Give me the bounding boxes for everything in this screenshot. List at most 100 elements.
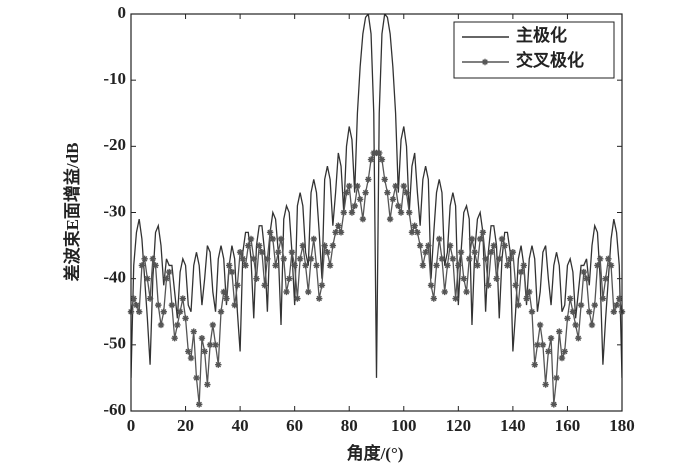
- x-tick-label: 120: [446, 416, 472, 435]
- marker: [195, 401, 203, 408]
- marker: [288, 249, 296, 256]
- marker: [337, 229, 345, 236]
- y-tick-label: -20: [103, 135, 126, 154]
- marker: [547, 335, 555, 342]
- marker: [561, 348, 568, 355]
- marker: [564, 315, 571, 322]
- marker: [201, 348, 208, 355]
- marker: [209, 321, 217, 329]
- marker: [329, 242, 337, 249]
- marker: [313, 262, 320, 269]
- marker: [381, 176, 388, 183]
- marker: [174, 321, 181, 329]
- x-tick-label: 80: [341, 416, 358, 435]
- marker: [496, 255, 503, 263]
- marker: [160, 308, 167, 315]
- marker: [406, 209, 413, 216]
- y-tick-label: -30: [103, 201, 126, 220]
- marker: [586, 308, 593, 315]
- marker: [223, 295, 230, 302]
- marker: [523, 295, 530, 302]
- marker: [321, 242, 328, 249]
- marker: [580, 268, 588, 276]
- marker: [460, 275, 467, 282]
- marker: [386, 215, 394, 223]
- marker: [534, 341, 541, 349]
- marker: [605, 255, 612, 263]
- legend-label: 主极化: [516, 25, 567, 45]
- marker: [275, 249, 282, 256]
- x-tick-label: 20: [177, 416, 194, 435]
- marker: [474, 262, 481, 269]
- y-tick-label: -10: [103, 69, 126, 88]
- marker: [135, 308, 143, 315]
- marker: [204, 381, 211, 388]
- legend-label: 交叉极化: [516, 50, 584, 70]
- marker: [596, 255, 604, 263]
- marker: [256, 242, 263, 249]
- marker: [286, 275, 293, 282]
- marker: [277, 235, 285, 243]
- marker: [509, 249, 517, 256]
- marker: [466, 255, 473, 263]
- marker: [310, 235, 317, 243]
- marker: [545, 348, 552, 355]
- marker: [515, 301, 522, 309]
- marker: [455, 262, 462, 269]
- marker: [250, 255, 257, 263]
- marker: [479, 229, 487, 236]
- marker: [602, 275, 609, 282]
- marker: [242, 262, 249, 269]
- marker: [215, 361, 222, 368]
- marker: [269, 235, 277, 243]
- marker: [520, 262, 527, 269]
- marker: [493, 275, 500, 282]
- marker: [444, 262, 451, 269]
- marker: [400, 182, 407, 190]
- marker: [403, 189, 410, 196]
- marker: [441, 288, 448, 296]
- y-axis-label: 差波束E面增益/dB: [62, 143, 82, 282]
- marker: [476, 235, 484, 243]
- marker: [481, 58, 489, 66]
- marker: [575, 335, 582, 342]
- marker: [542, 381, 549, 388]
- marker: [335, 222, 342, 229]
- marker: [482, 255, 489, 263]
- y-tick-label: 0: [118, 3, 127, 22]
- marker: [414, 229, 421, 236]
- marker: [340, 209, 347, 216]
- plot-frame: [130, 13, 623, 412]
- marker: [569, 308, 577, 315]
- marker: [231, 301, 238, 309]
- marker: [138, 262, 146, 269]
- legend-box: [453, 21, 615, 79]
- marker: [599, 295, 607, 302]
- marker: [430, 295, 437, 302]
- marker: [558, 354, 566, 362]
- marker: [419, 262, 427, 269]
- x-axis-label: 角度/(°): [347, 443, 404, 463]
- marker: [146, 295, 154, 302]
- marker: [141, 255, 148, 263]
- marker: [397, 209, 405, 216]
- marker: [299, 242, 307, 249]
- marker: [487, 249, 495, 256]
- marker: [425, 242, 432, 249]
- marker: [433, 262, 440, 269]
- marker: [234, 282, 241, 289]
- marker: [302, 262, 309, 269]
- marker: [506, 255, 514, 263]
- marker: [266, 229, 274, 236]
- marker: [144, 275, 151, 282]
- marker: [365, 176, 372, 183]
- marker: [351, 202, 358, 210]
- marker: [258, 249, 266, 256]
- marker: [236, 249, 244, 256]
- marker: [155, 301, 162, 309]
- marker: [324, 249, 331, 256]
- marker: [348, 209, 356, 216]
- y-tick-label: -50: [103, 334, 126, 353]
- marker: [187, 354, 195, 362]
